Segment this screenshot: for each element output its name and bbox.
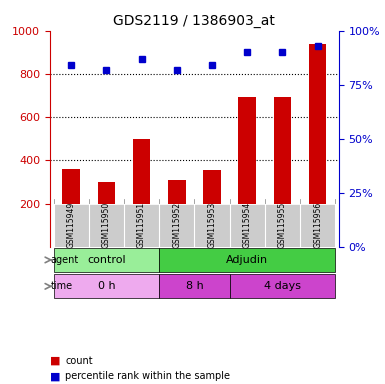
Text: GSM115952: GSM115952: [172, 202, 181, 248]
Bar: [238, 97, 256, 204]
FancyBboxPatch shape: [124, 204, 159, 247]
Bar: [133, 139, 151, 204]
Text: control: control: [87, 255, 126, 265]
FancyBboxPatch shape: [159, 204, 194, 247]
FancyBboxPatch shape: [229, 204, 265, 247]
Text: Adjudin: Adjudin: [226, 255, 268, 265]
FancyBboxPatch shape: [265, 204, 300, 247]
Text: GSM115954: GSM115954: [243, 202, 252, 248]
FancyBboxPatch shape: [194, 204, 229, 247]
Text: GSM115951: GSM115951: [137, 202, 146, 248]
FancyBboxPatch shape: [159, 248, 335, 272]
Text: agent: agent: [51, 255, 79, 265]
Text: ■: ■: [50, 356, 60, 366]
FancyBboxPatch shape: [54, 248, 159, 272]
Bar: [309, 44, 326, 204]
FancyBboxPatch shape: [159, 275, 229, 298]
FancyBboxPatch shape: [54, 275, 159, 298]
Text: GSM115953: GSM115953: [208, 202, 216, 248]
Text: ■: ■: [50, 371, 60, 381]
Bar: [97, 182, 115, 204]
Bar: [274, 97, 291, 204]
Text: GSM115950: GSM115950: [102, 202, 111, 248]
Text: GSM115949: GSM115949: [67, 202, 76, 248]
FancyBboxPatch shape: [89, 204, 124, 247]
Text: percentile rank within the sample: percentile rank within the sample: [65, 371, 231, 381]
FancyBboxPatch shape: [300, 204, 335, 247]
Bar: [62, 169, 80, 204]
Text: GSM115955: GSM115955: [278, 202, 287, 248]
FancyBboxPatch shape: [229, 275, 335, 298]
Bar: [203, 170, 221, 204]
FancyBboxPatch shape: [54, 204, 89, 247]
Bar: [168, 180, 186, 204]
Title: GDS2119 / 1386903_at: GDS2119 / 1386903_at: [114, 14, 275, 28]
Text: count: count: [65, 356, 93, 366]
Text: 8 h: 8 h: [186, 281, 203, 291]
Text: GSM115956: GSM115956: [313, 202, 322, 248]
Text: time: time: [51, 281, 73, 291]
Text: 4 days: 4 days: [264, 281, 301, 291]
Text: 0 h: 0 h: [97, 281, 115, 291]
